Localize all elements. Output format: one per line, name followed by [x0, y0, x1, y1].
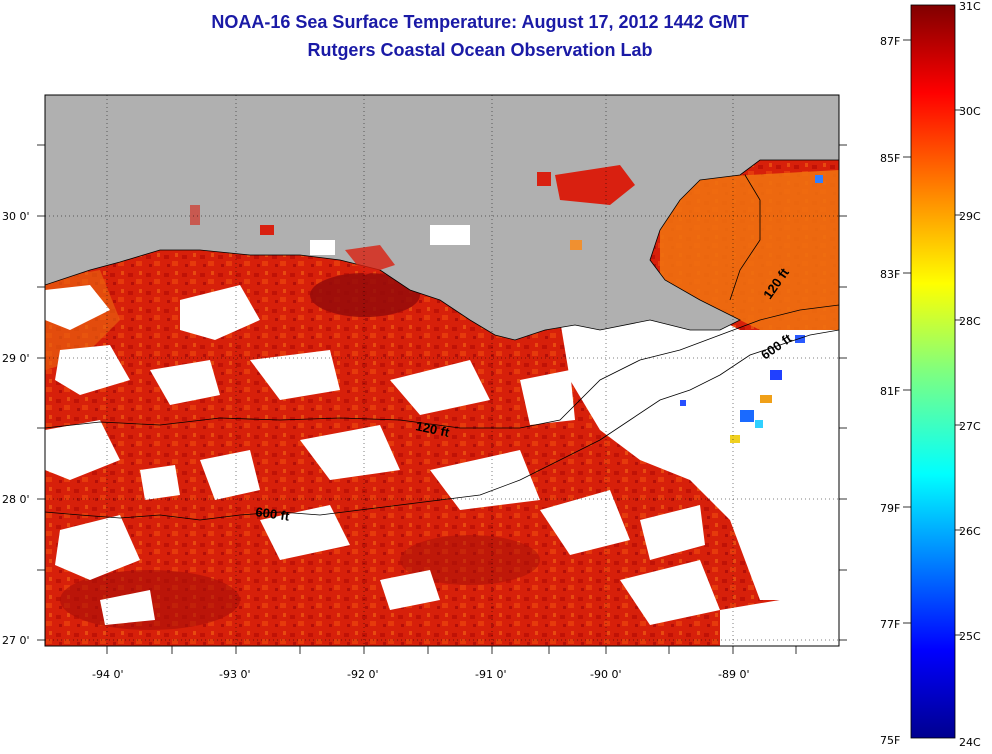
colorbar-celsius-label: 25C [959, 630, 981, 643]
colorbar-fahrenheit-label: 77F [880, 618, 900, 631]
colorbar-celsius-label: 24C [959, 736, 981, 749]
lat-label: 27 0' [2, 634, 30, 647]
colorbar-ticks [903, 39, 962, 636]
colorbar-celsius-label: 30C [959, 105, 981, 118]
colorbar-fahrenheit-label: 87F [880, 35, 900, 48]
map-subtitle: Rutgers Coastal Ocean Observation Lab [307, 40, 653, 60]
lon-label: -94 0' [92, 668, 124, 681]
colorbar-celsius-label: 28C [959, 315, 981, 328]
colorbar-fahrenheit-label: 85F [880, 152, 900, 165]
lat-label: 30 0' [2, 210, 30, 223]
colorbar [910, 4, 956, 739]
contour-label-120ft-west: 120 ft [414, 418, 451, 440]
map-frame [44, 94, 840, 647]
cool-patches [680, 175, 823, 443]
contour-120ft [45, 304, 839, 429]
contour-label-600ft-west: 600 ft [255, 504, 291, 524]
colorbar-celsius-label: 26C [959, 525, 981, 538]
cloud-mask [45, 285, 839, 646]
lat-label: 28 0' [2, 493, 30, 506]
colorbar-celsius-label: 27C [959, 420, 981, 433]
colorbar-celsius-label: 31C [959, 0, 981, 13]
colorbar-fahrenheit-label: 81F [880, 385, 900, 398]
colorbar-celsius-label: 29C [959, 210, 981, 223]
colorbar-fahrenheit-label: 79F [880, 502, 900, 515]
lon-label: -89 0' [718, 668, 750, 681]
lat-ticks [37, 144, 847, 641]
cooler-east-region [660, 170, 839, 330]
lat-label: 29 0' [2, 352, 30, 365]
contour-600ft [45, 329, 839, 521]
lon-label: -92 0' [347, 668, 379, 681]
colorbar-fahrenheit-label: 75F [880, 734, 900, 747]
lon-ticks [106, 646, 797, 654]
map-title: NOAA-16 Sea Surface Temperature: August … [211, 12, 749, 32]
colorbar-fahrenheit-label: 83F [880, 268, 900, 281]
graticule [45, 95, 839, 646]
lon-label: -91 0' [475, 668, 507, 681]
lon-label: -90 0' [590, 668, 622, 681]
land-mass [45, 95, 839, 341]
lon-label: -93 0' [219, 668, 251, 681]
warm-core [310, 273, 420, 317]
inland-lake [555, 165, 635, 205]
